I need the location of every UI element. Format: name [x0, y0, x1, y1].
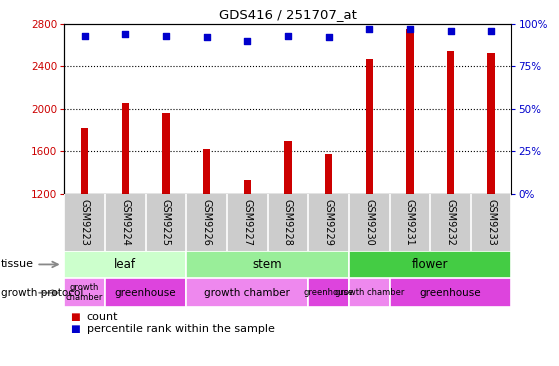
Text: flower: flower — [412, 258, 448, 271]
Text: GSM9224: GSM9224 — [120, 198, 130, 245]
Text: GSM9227: GSM9227 — [242, 198, 252, 246]
Text: tissue: tissue — [1, 259, 34, 269]
Bar — [203, 149, 210, 322]
Bar — [162, 113, 169, 322]
Point — [324, 34, 333, 40]
Point — [80, 33, 89, 39]
Text: count: count — [87, 312, 118, 322]
Text: GSM9225: GSM9225 — [161, 198, 171, 246]
Bar — [349, 251, 511, 278]
Text: leaf: leaf — [114, 258, 136, 271]
Point — [405, 26, 414, 32]
Point — [121, 31, 130, 37]
Bar — [284, 141, 292, 322]
Text: GSM9228: GSM9228 — [283, 198, 293, 245]
Title: GDS416 / 251707_at: GDS416 / 251707_at — [219, 8, 357, 21]
Text: GSM9233: GSM9233 — [486, 198, 496, 245]
Text: greenhouse: greenhouse — [420, 288, 481, 298]
Point — [243, 38, 252, 44]
Point — [202, 34, 211, 40]
Text: GSM9223: GSM9223 — [79, 198, 89, 245]
Bar — [186, 278, 308, 307]
Text: ■: ■ — [70, 324, 79, 335]
Text: GSM9226: GSM9226 — [202, 198, 211, 245]
Text: stem: stem — [253, 258, 282, 271]
Text: greenhouse: greenhouse — [304, 288, 354, 297]
Text: growth chamber: growth chamber — [334, 288, 404, 297]
Bar — [244, 180, 251, 322]
Bar — [487, 52, 495, 322]
Bar — [447, 52, 454, 322]
Point — [283, 33, 292, 39]
Point — [364, 26, 373, 32]
Point — [162, 33, 170, 39]
Bar — [325, 154, 332, 322]
Text: GSM9229: GSM9229 — [324, 198, 334, 245]
Bar — [308, 278, 349, 307]
Text: GSM9232: GSM9232 — [446, 198, 456, 245]
Bar — [122, 102, 129, 322]
Bar — [105, 278, 186, 307]
Bar — [64, 278, 105, 307]
Point — [446, 28, 455, 34]
Bar — [186, 251, 349, 278]
Bar — [349, 278, 390, 307]
Text: GSM9231: GSM9231 — [405, 198, 415, 245]
Bar — [390, 278, 511, 307]
Text: growth
chamber: growth chamber — [66, 283, 103, 303]
Bar — [406, 29, 414, 322]
Text: greenhouse: greenhouse — [115, 288, 177, 298]
Bar — [366, 59, 373, 322]
Text: ■: ■ — [70, 312, 79, 322]
Text: growth protocol: growth protocol — [1, 288, 83, 298]
Bar — [81, 128, 88, 322]
Point — [487, 28, 496, 34]
Text: percentile rank within the sample: percentile rank within the sample — [87, 324, 274, 335]
Text: growth chamber: growth chamber — [204, 288, 290, 298]
Text: GSM9230: GSM9230 — [364, 198, 374, 245]
Bar — [64, 251, 186, 278]
